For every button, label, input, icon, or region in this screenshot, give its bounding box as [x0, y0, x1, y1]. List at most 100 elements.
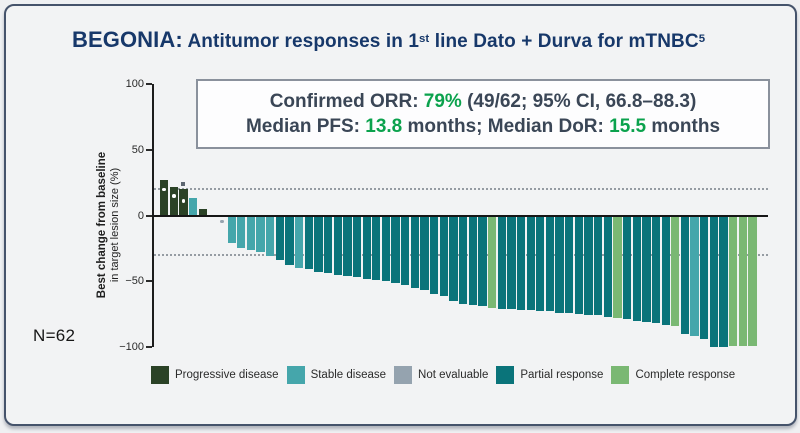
bar-top-marker [181, 181, 186, 186]
waterfall-bar [198, 208, 207, 216]
waterfall-bar [574, 215, 584, 315]
waterfall-bar [401, 215, 410, 286]
waterfall-bar [391, 215, 400, 283]
waterfall-bar [343, 215, 352, 276]
waterfall-bar [613, 215, 622, 319]
bar-dot-marker [181, 199, 186, 203]
text-segment: st [418, 32, 430, 45]
threshold-line-20 [154, 188, 768, 191]
legend-label: Not evaluable [418, 369, 489, 381]
waterfall-bar [661, 215, 670, 325]
waterfall-bar [237, 215, 246, 249]
sample-size-label: N=62 [33, 326, 76, 345]
waterfall-bar [555, 215, 564, 313]
text-segment: Confirmed ORR: [269, 91, 424, 112]
waterfall-bar [430, 215, 439, 295]
legend-label: Partial response [520, 369, 604, 381]
not-evaluable-marker [220, 219, 224, 223]
text-segment: 79% [423, 91, 462, 112]
waterfall-bar [700, 215, 709, 340]
y-tick-mark [146, 280, 152, 283]
waterfall-bar [188, 198, 198, 216]
waterfall-bar [642, 215, 651, 322]
waterfall-bar [719, 215, 728, 347]
waterfall-bar [352, 215, 362, 278]
waterfall-bar [516, 215, 526, 311]
waterfall-bar [729, 215, 738, 346]
legend-item-sd: Stable disease [286, 366, 387, 384]
title-text: Antitumor responses in 1st line Dato + D… [183, 31, 705, 52]
waterfall-bar [603, 215, 612, 317]
waterfall-bar [266, 215, 275, 257]
text-segment: 5 [698, 32, 706, 45]
waterfall-plot [152, 84, 770, 347]
waterfall-bar [256, 215, 265, 253]
legend-swatch-pr [496, 366, 515, 384]
y-tick-label: 0 [137, 209, 144, 222]
legend-item-pd: Progressive disease [151, 366, 279, 384]
waterfall-bar [275, 215, 285, 261]
waterfall-bar [285, 215, 294, 266]
waterfall-bar [449, 215, 458, 301]
waterfall-bar [381, 215, 391, 282]
waterfall-bar [323, 215, 333, 274]
y-tick-label: −100 [119, 341, 144, 353]
legend-swatch-ne [394, 366, 413, 384]
text-segment: (49/62; 95% CI, 66.8–88.3) [461, 91, 697, 112]
waterfall-bar [536, 215, 545, 312]
legend-item-cr: Complete response [611, 366, 735, 384]
waterfall-bar [169, 186, 178, 216]
waterfall-bar [333, 215, 342, 275]
text-segment: Antitumor responses in 1 [182, 31, 419, 52]
waterfall-bar [227, 215, 236, 244]
waterfall-bar [410, 215, 420, 288]
waterfall-bar [748, 215, 757, 346]
text-segment: months; Median DoR: [402, 116, 610, 137]
waterfall-bar [362, 215, 371, 279]
study-name: BEGONIA: [72, 27, 183, 52]
zero-baseline [152, 214, 768, 217]
waterfall-bar [709, 215, 719, 347]
y-tick-label: 100 [125, 78, 144, 90]
waterfall-bar [526, 215, 535, 311]
waterfall-bar [372, 215, 381, 280]
text-segment: 15.5 [609, 116, 647, 137]
waterfall-bar [594, 215, 603, 316]
waterfall-bar [295, 215, 304, 269]
y-tick-mark [146, 214, 152, 217]
legend-item-pr: Partial response [496, 366, 603, 384]
waterfall-bar [651, 215, 661, 324]
waterfall-bar [680, 215, 690, 334]
waterfall-bar [565, 215, 574, 313]
waterfall-bar [545, 215, 555, 312]
legend-label: Stable disease [310, 369, 387, 381]
waterfall-bar [420, 215, 429, 291]
legend-swatch-sd [286, 366, 305, 384]
waterfall-bar [160, 179, 169, 216]
waterfall-bar [497, 215, 506, 309]
text-segment: months [646, 116, 721, 137]
legend-label: Progressive disease [175, 369, 279, 381]
waterfall-bar [478, 215, 487, 307]
text-segment: 13.8 [365, 116, 403, 137]
page-title: BEGONIA: Antitumor responses in 1st line… [72, 27, 705, 53]
results-summary-box: Confirmed ORR: 79% (49/62; 95% CI, 66.8–… [196, 79, 770, 149]
waterfall-bar [738, 215, 747, 346]
waterfall-bar [487, 215, 497, 308]
waterfall-bar [458, 215, 468, 304]
waterfall-bar [507, 215, 516, 309]
waterfall-bar [584, 215, 593, 316]
waterfall-bar [632, 215, 641, 321]
legend-item-ne: Not evaluable [394, 366, 488, 384]
waterfall-bar [246, 215, 256, 250]
legend-label: Complete response [635, 369, 736, 381]
y-tick-mark [146, 148, 152, 151]
waterfall-bar [690, 215, 699, 337]
pfs-dor-line: Median PFS: 13.8 months; Median DoR: 15.… [246, 114, 720, 139]
y-tick-label: −50 [125, 275, 144, 288]
y-tick-mark [146, 346, 152, 348]
y-tick-label: 50 [131, 143, 144, 156]
waterfall-bar [671, 215, 680, 326]
legend: Progressive disease Stable disease Not eva… [151, 366, 735, 384]
legend-swatch-cr [611, 366, 630, 384]
